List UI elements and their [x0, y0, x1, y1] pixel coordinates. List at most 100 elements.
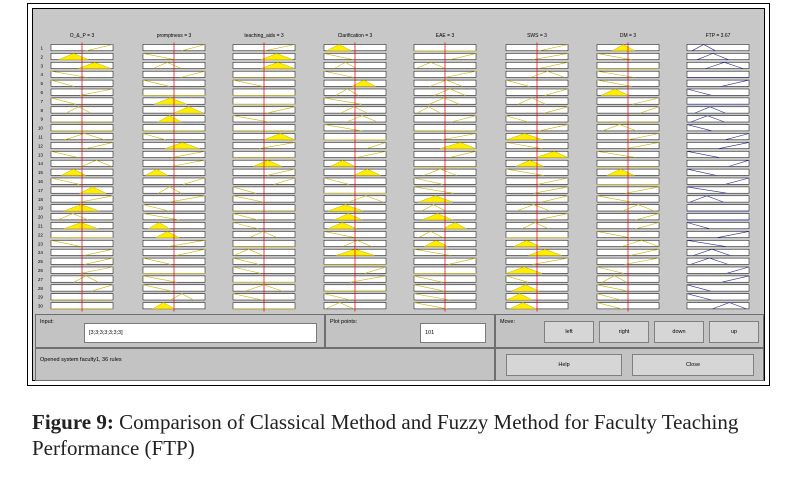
membership-curve [505, 275, 528, 283]
membership-curve [183, 177, 206, 185]
membership-curve [416, 106, 441, 114]
rule-cell [686, 240, 750, 247]
activation-fill [506, 266, 543, 274]
membership-curve [596, 302, 623, 310]
plot-points-field[interactable]: 101 [420, 323, 486, 343]
membership-curve [172, 151, 206, 158]
rule-number: 1 [40, 46, 43, 51]
move-right-button[interactable]: right [599, 321, 649, 343]
rule-number: 13 [38, 152, 44, 157]
move-left-button[interactable]: left [544, 321, 594, 343]
caption-label: Figure 9: [32, 410, 114, 434]
rule-cell [686, 133, 750, 141]
rule-cell [686, 168, 750, 176]
membership-curve [413, 186, 454, 194]
plot-points-panel: Plot points: 101 [325, 314, 495, 348]
activation-fill [353, 168, 381, 176]
membership-curve [693, 248, 731, 256]
membership-curve [364, 266, 387, 274]
membership-curve [538, 62, 569, 69]
activation-fill [253, 159, 283, 167]
membership-curve [356, 151, 387, 158]
membership-curve [505, 115, 529, 123]
rule-number: 23 [38, 241, 44, 246]
close-button[interactable]: Close [632, 354, 754, 376]
rule-number: 3 [40, 63, 43, 68]
rule-number: 28 [38, 286, 44, 291]
membership-curve [259, 142, 296, 149]
membership-curve [686, 222, 710, 230]
activation-fill [173, 106, 204, 114]
membership-curve [180, 70, 206, 78]
rule-cell [686, 195, 750, 203]
membership-curve [232, 257, 260, 265]
membership-curve [85, 142, 114, 149]
membership-curve [323, 177, 349, 185]
membership-curve [691, 44, 716, 52]
membership-curve [690, 257, 729, 265]
membership-curve [428, 97, 460, 105]
rule-number: 10 [38, 126, 44, 131]
membership-curve [181, 44, 206, 52]
activation-fill [63, 204, 100, 212]
rule-cell [686, 248, 750, 256]
membership-curve [624, 257, 660, 265]
membership-curve [232, 195, 264, 203]
rule-plot-area: O_&_P = 3 promptness = 3 teaching_aids = 3… [38, 33, 750, 312]
membership-curve [232, 186, 256, 194]
rule-cell [686, 293, 750, 301]
membership-curve [441, 133, 477, 141]
rule-cell [686, 79, 750, 87]
activation-fill [147, 222, 171, 230]
membership-curve [721, 79, 750, 87]
column-header: SWS = 3 [527, 33, 547, 39]
activation-fill [151, 302, 176, 310]
activation-fill [326, 44, 352, 52]
activation-fill [506, 133, 543, 141]
membership-curve [73, 275, 99, 283]
rule-cell [686, 44, 750, 52]
rule-cell [686, 142, 750, 149]
rule-number: 2 [40, 54, 43, 59]
membership-curve [264, 44, 296, 52]
rule-cell [686, 275, 750, 283]
move-down-button[interactable]: down [654, 321, 704, 343]
membership-curve [505, 168, 544, 176]
membership-curve [538, 124, 569, 132]
membership-curve [142, 204, 170, 212]
membership-curve [686, 168, 717, 176]
membership-curve [142, 257, 172, 265]
rule-number: 25 [38, 259, 44, 264]
rule-number: 21 [38, 224, 44, 229]
membership-curve [518, 97, 546, 105]
activation-fill [535, 151, 569, 158]
column-header: teaching_aids = 3 [244, 33, 284, 39]
help-button[interactable]: Help [506, 354, 622, 376]
membership-curve [449, 151, 477, 158]
membership-curve [596, 231, 630, 238]
membership-curve [690, 115, 725, 123]
membership-curve [50, 177, 80, 185]
membership-curve [705, 61, 744, 69]
activation-fill [351, 79, 376, 87]
membership-curve [537, 213, 569, 221]
rule-number: 4 [40, 72, 43, 77]
activation-fill [443, 222, 467, 230]
move-up-button[interactable]: up [709, 321, 759, 343]
membership-curve [544, 106, 569, 114]
activation-fill [330, 159, 355, 167]
membership-curve [544, 88, 569, 96]
activation-fill [328, 204, 364, 212]
membership-curve [694, 106, 726, 114]
membership-curve [366, 142, 387, 149]
membership-curve [142, 133, 166, 141]
membership-curve [334, 61, 357, 69]
membership-curve [530, 70, 565, 78]
activation-fill [260, 62, 295, 69]
membership-curve [596, 70, 636, 78]
rule-number: 7 [40, 99, 43, 104]
input-vector-field[interactable]: [3;3;3;3;3;3;3] [84, 323, 317, 343]
membership-curve [142, 275, 177, 283]
rule-cell [686, 231, 750, 238]
membership-curve [142, 213, 180, 221]
